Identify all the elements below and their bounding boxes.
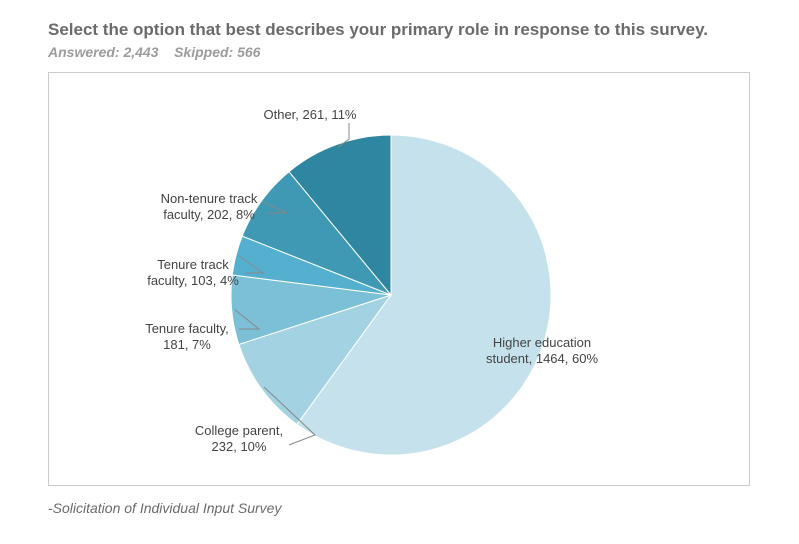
survey-question-title: Select the option that best describes yo…	[48, 20, 751, 40]
pie-chart-container: Higher educationstudent, 1464, 60% Colleg…	[48, 72, 750, 486]
pie-slice-label: Tenure faculty,181, 7%	[127, 321, 247, 354]
chart-footer-caption: -Solicitation of Individual Input Survey	[48, 500, 751, 516]
answered-value: 2,443	[123, 44, 158, 60]
answered-label: Answered:	[48, 44, 120, 60]
pie-slice-label: Higher educationstudent, 1464, 60%	[467, 335, 617, 368]
skipped-value: 566	[237, 44, 260, 60]
pie-slice-label: Tenure trackfaculty, 103, 4%	[133, 257, 253, 290]
pie-slice-label: Other, 261, 11%	[245, 107, 375, 123]
skipped-label: Skipped:	[174, 44, 233, 60]
survey-meta: Answered: 2,443 Skipped: 566	[48, 44, 751, 60]
pie-slice-label: College parent,232, 10%	[179, 423, 299, 456]
pie-slice-label: Non-tenure trackfaculty, 202, 8%	[139, 191, 279, 224]
